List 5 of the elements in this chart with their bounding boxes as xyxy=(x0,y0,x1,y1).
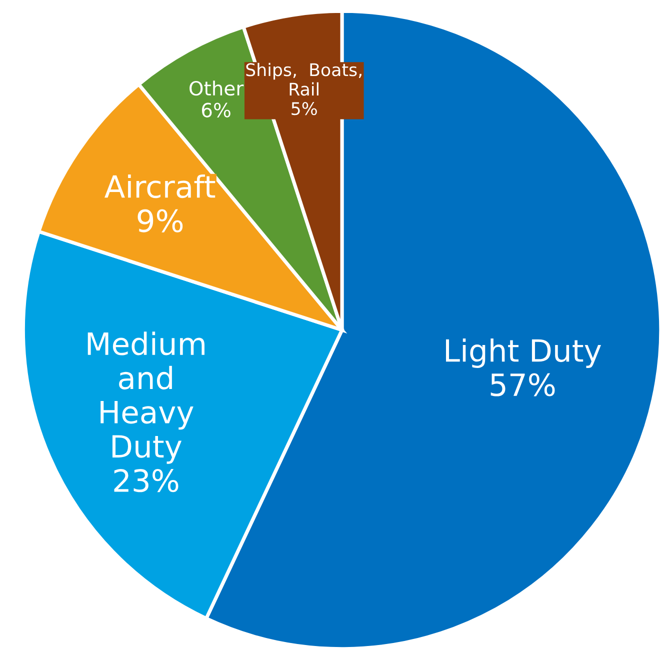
slice-label: Ships, Boats, Rail 5% xyxy=(246,62,362,116)
slice-label: Other 6% xyxy=(190,80,244,118)
slice-label: Medium and Heavy Duty 23% xyxy=(88,332,204,492)
slice-label: Light Duty 57% xyxy=(446,338,602,396)
slice-label: Aircraft 9% xyxy=(104,174,216,232)
